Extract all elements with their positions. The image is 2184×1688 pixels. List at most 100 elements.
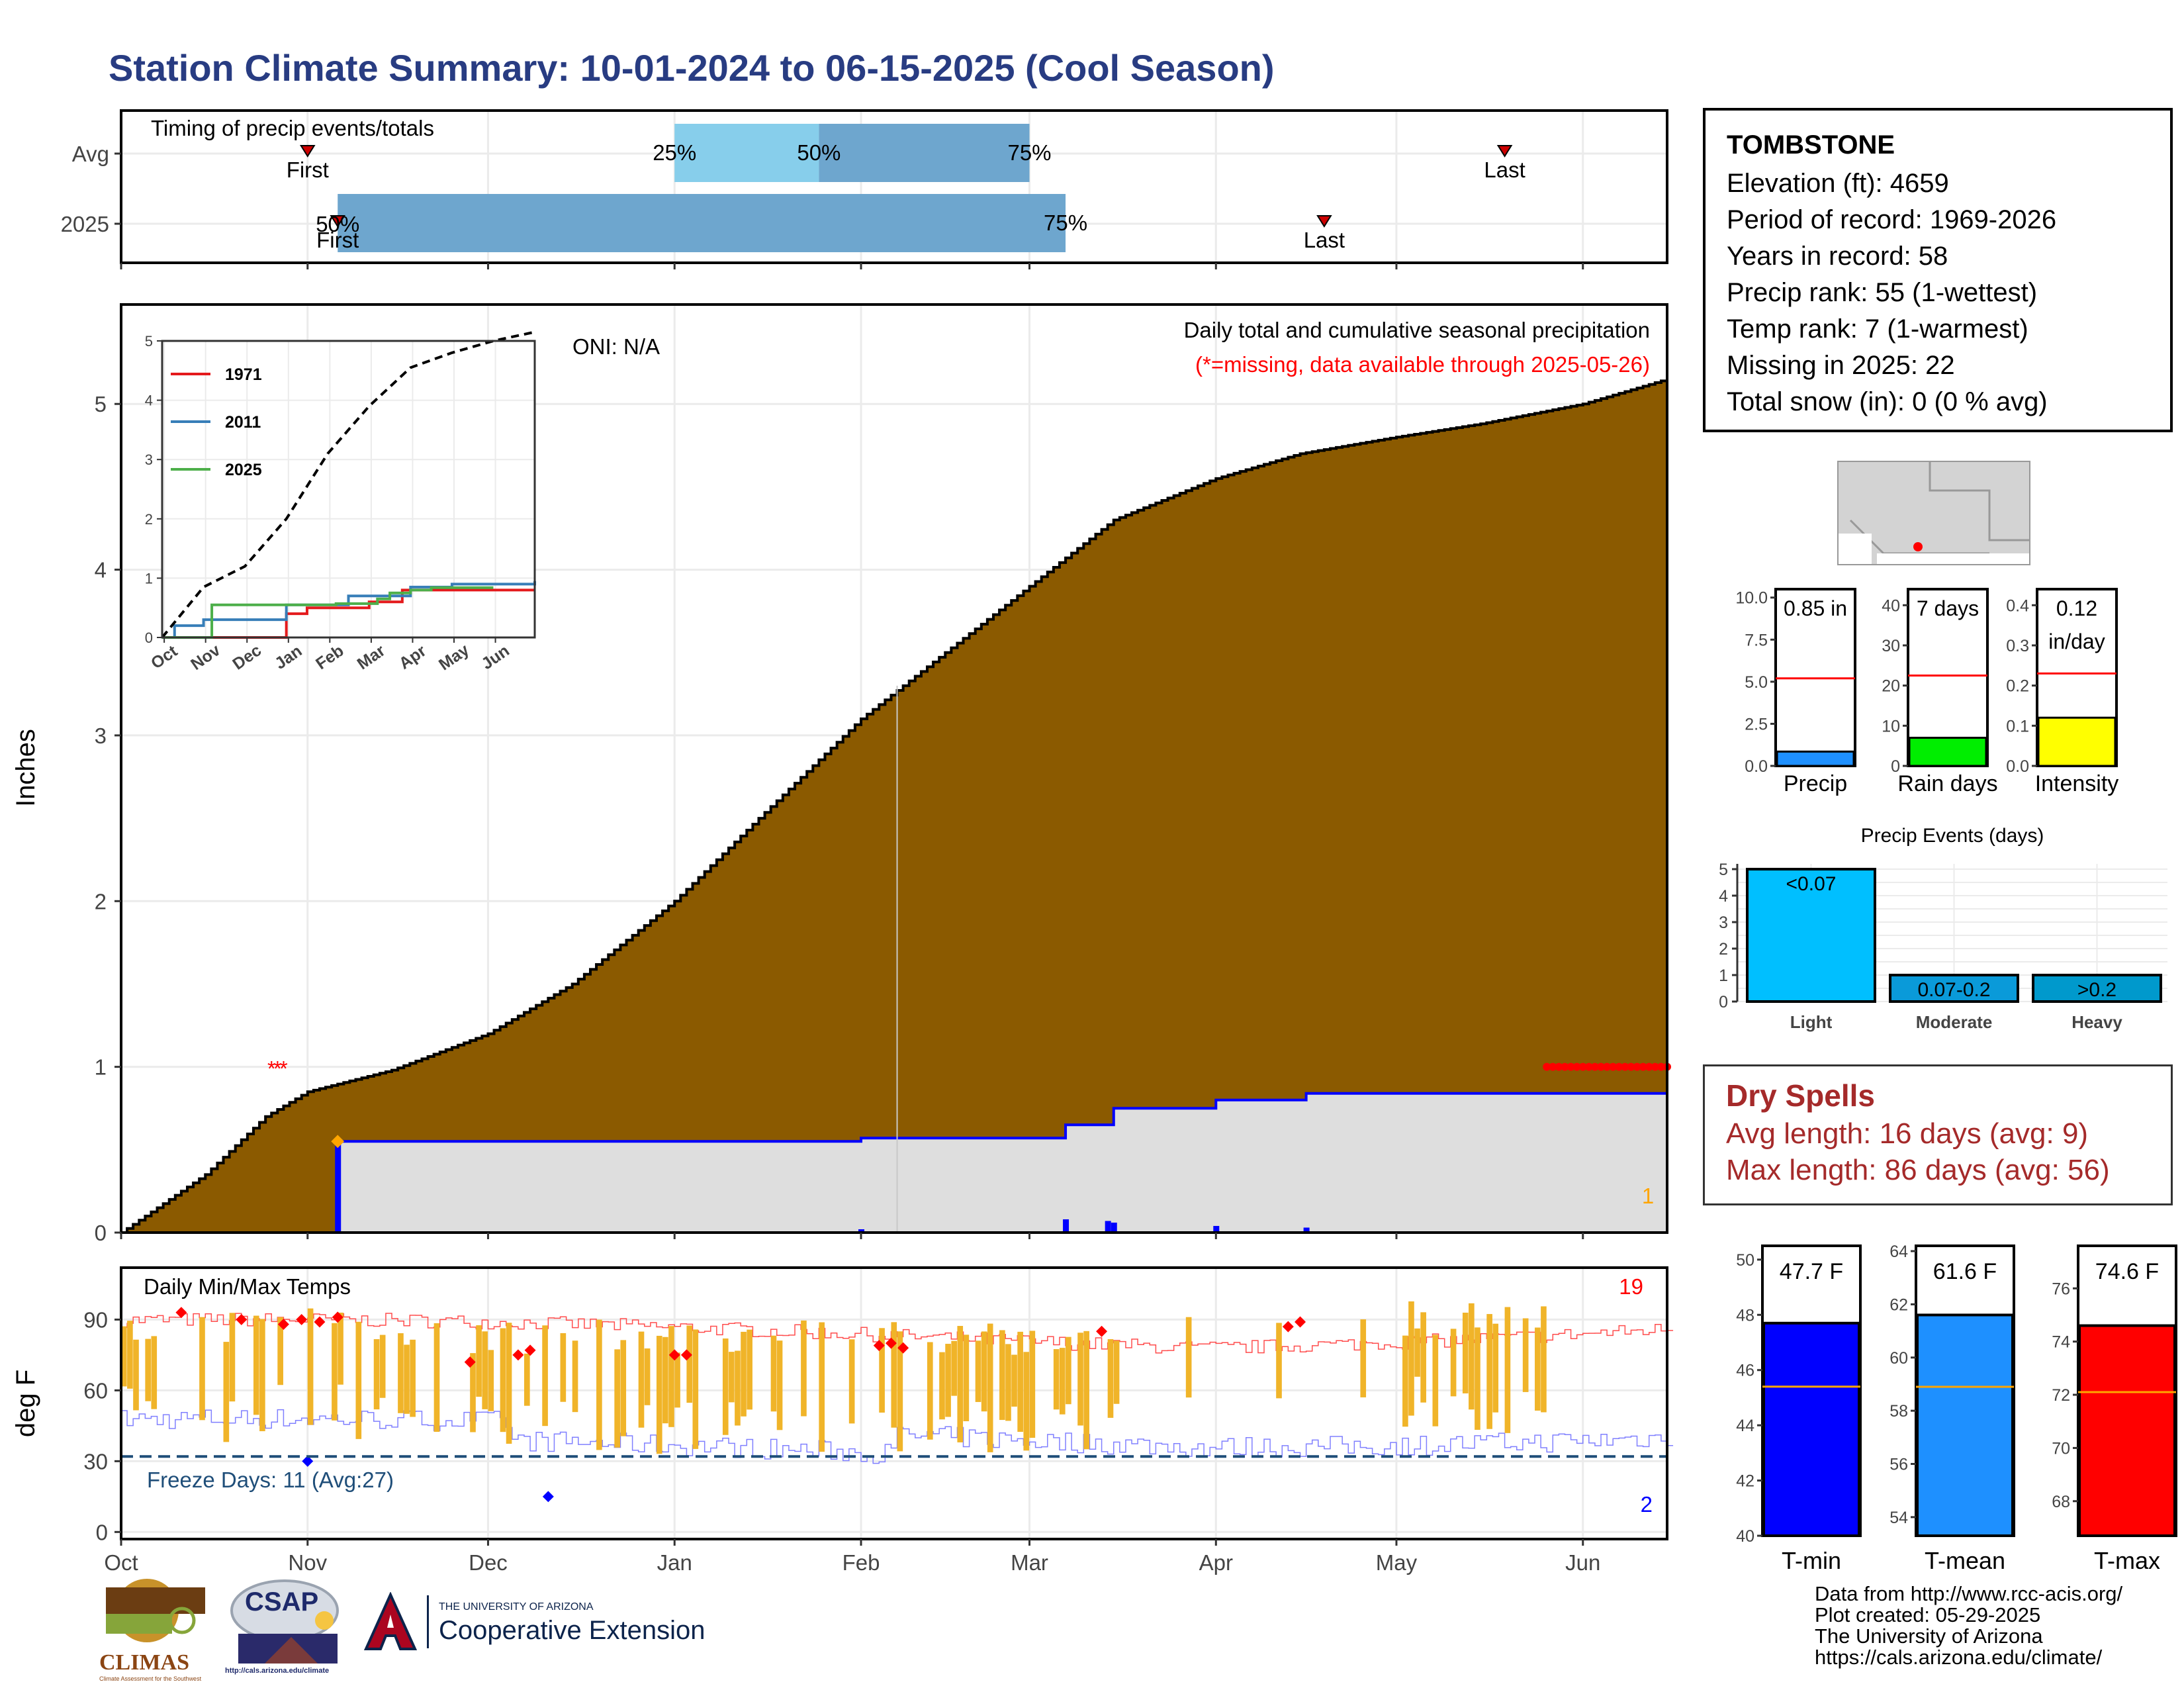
missing-marker (1657, 1062, 1665, 1071)
avg-tmin-line (121, 1409, 1674, 1464)
missing-marker (1543, 1062, 1551, 1071)
summary-ytick-label: 40 (1882, 596, 1900, 615)
timing-frame (120, 109, 1668, 264)
record-high-marker (1295, 1316, 1306, 1328)
daily-temp-bar (1475, 1327, 1480, 1430)
label-p50-avg: 50% (797, 140, 841, 165)
temp-summary-ytick-label: 40 (1736, 1527, 1754, 1546)
summary-value-label: in/day (2048, 630, 2105, 653)
temp-summary-xlabel: T-max (2094, 1547, 2160, 1574)
inset-legend-label: 2011 (225, 413, 261, 432)
missing-marker (1584, 1062, 1593, 1071)
precip-summary-panel: 0.85 in 0.0 2.5 5.0 7.5 10.0 Precip (1735, 588, 1856, 796)
daily-precip-bar (858, 1229, 865, 1233)
record-high-marker (1282, 1321, 1294, 1333)
daily-temp-bar (674, 1352, 680, 1408)
daily-temp-bar (939, 1352, 945, 1420)
daily-temp-bar (151, 1336, 158, 1409)
dry-spells-max: Max length: 86 days (avg: 56) (1726, 1154, 2110, 1186)
temp-summary-value-label: 74.6 F (2095, 1259, 2159, 1284)
daily-temp-bar (404, 1344, 410, 1414)
daily-temp-bar (981, 1331, 987, 1412)
inset-frame (161, 340, 536, 639)
precip-events-xtick-label: Heavy (2071, 1012, 2122, 1032)
temp-summary-ytick-label: 72 (2052, 1386, 2070, 1405)
dry-spells-avg: Avg length: 16 days (avg: 9) (1726, 1117, 2089, 1150)
daily-temp-bar (987, 1323, 993, 1452)
daily-temp-bar (373, 1339, 380, 1410)
temp-summary-ytick-label: 64 (1889, 1243, 1908, 1261)
daily-temp-bar (1023, 1352, 1030, 1451)
precip-events-title: Precip Events (days) (1861, 825, 2044, 847)
summary-ytick-label: 0.3 (2006, 637, 2029, 655)
daily-temp-bar (747, 1329, 752, 1410)
missing-marker (1555, 1062, 1563, 1071)
daily-temp-bar (951, 1340, 957, 1396)
precip-events-bar-heavy (2032, 974, 2162, 1003)
daily-temp-bar (686, 1325, 693, 1403)
daily-temp-bar (199, 1317, 205, 1421)
precip-ytick-label: 0 (95, 1221, 107, 1245)
daily-temp-bar (1420, 1312, 1426, 1403)
inset-ytick-label: 5 (145, 333, 153, 350)
dry-spells-box: Dry Spells Avg length: 16 days (avg: 9) … (1703, 1064, 2173, 1205)
temps-xtick-label: Jun (1565, 1550, 1600, 1575)
daily-precip-bar (335, 1141, 341, 1233)
station-name: TOMBSTONE (1727, 130, 1895, 160)
daily-temp-bar (596, 1319, 602, 1450)
daily-temp-bar (488, 1350, 494, 1411)
cold-days-count: 2 (1641, 1492, 1653, 1517)
temp-summary-ytick-label: 76 (2052, 1280, 2070, 1298)
inset-legend-label: 2025 (225, 461, 262, 479)
precip-summary-charts: 0.85 in 0.0 2.5 5.0 7.5 10.0 Precip 7 days 0 10 20… (1735, 588, 2118, 796)
temp-summary-xlabel: T-min (1782, 1547, 1841, 1574)
precip-events-bar-label: >0.2 (2077, 979, 2116, 1001)
daily-temp-bar (1469, 1303, 1475, 1410)
inset-series-line (162, 586, 494, 639)
precip-events-ytick-label: 5 (1719, 861, 1728, 879)
daily-temp-bar (500, 1328, 506, 1432)
temps-xtick-label: Dec (469, 1550, 508, 1575)
daily-temp-bar (945, 1344, 951, 1417)
marker-last-2025 (1316, 215, 1332, 228)
csap-logo: CSAP http://cals.arizona.edu/climate (225, 1574, 344, 1680)
daily-temp-bar (927, 1342, 933, 1440)
daily-precip-bar (1111, 1222, 1117, 1233)
temps-xtick-label: May (1376, 1550, 1418, 1575)
temps-ytick-label: 60 (83, 1378, 108, 1403)
daily-temp-bar (229, 1313, 236, 1402)
daily-temp-bar (379, 1335, 386, 1398)
csap-logo-url: http://cals.arizona.edu/climate (225, 1667, 330, 1675)
inset-ytick-label: 1 (145, 570, 153, 586)
missing-marker (1597, 1062, 1606, 1071)
precip-events-ytick-label: 4 (1719, 887, 1728, 906)
summary-ytick-label: 0 (1891, 757, 1900, 776)
temps-xtick-label: Oct (104, 1550, 138, 1575)
daily-temp-bar (848, 1339, 855, 1424)
label-last-2025: Last (1304, 228, 1345, 252)
daily-temp-bar (476, 1325, 482, 1397)
daily-temp-bar (668, 1326, 674, 1427)
summary-value-label: 0.12 (2056, 596, 2097, 620)
daily-temp-bar (332, 1323, 338, 1421)
temp-summary-ytick-label: 62 (1889, 1295, 1908, 1314)
daily-temp-bar (1029, 1331, 1036, 1438)
climas-logo-subtext: Climate Assessment for the Southwest (99, 1675, 202, 1682)
daily-temp-bar (729, 1352, 735, 1403)
record-high-marker (1096, 1325, 1108, 1337)
marker-last-avg (1496, 145, 1513, 158)
daily-temp-bar (1522, 1318, 1529, 1392)
missing-marker (1627, 1062, 1635, 1071)
daily-temp-bar (1414, 1328, 1420, 1377)
station-info-line: Period of record: 1969-2026 (1727, 205, 2057, 234)
station-info-line: Elevation (ft): 4659 (1727, 169, 1949, 198)
record-high-marker (512, 1349, 524, 1361)
record-high-marker (524, 1344, 536, 1356)
hot-days-count: 19 (1619, 1274, 1643, 1299)
daily-temp-bar (1504, 1307, 1511, 1433)
label-first-avg: First (287, 158, 329, 182)
marker-first-avg (299, 145, 316, 158)
timing-ytick-label: 2025 (61, 212, 109, 236)
daily-temp-bar (722, 1338, 729, 1435)
